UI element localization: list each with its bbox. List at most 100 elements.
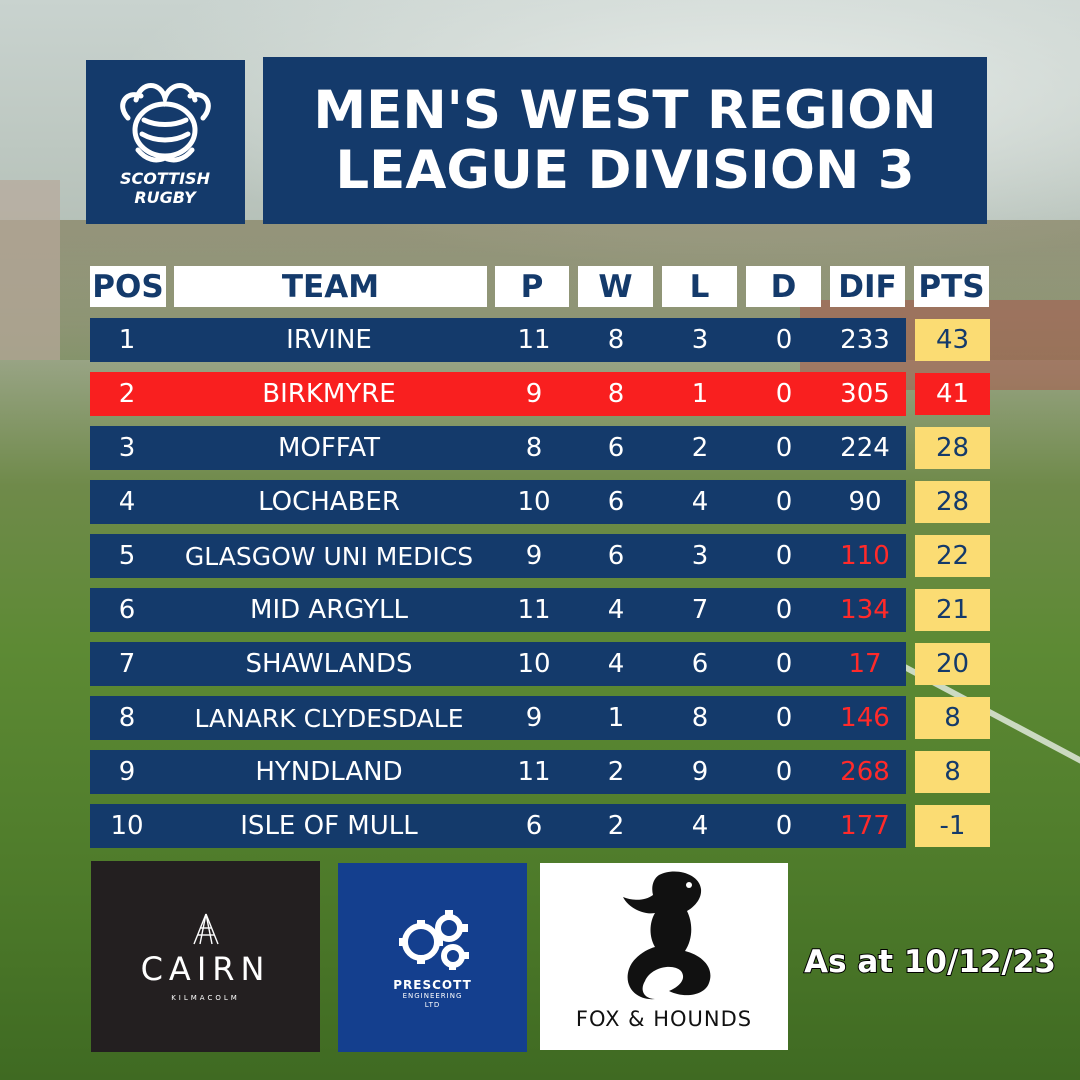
background-house — [0, 180, 60, 360]
sponsor-prescott-sub-2: LTD — [424, 1000, 441, 1009]
cell-team: MOFFAT — [277, 433, 381, 463]
sponsor-cairn: CAIRN KILMACOLM — [91, 861, 320, 1052]
table-row-highlighted: 2 BIRKMYRE 9 8 1 0 305 — [90, 372, 906, 416]
cell-dif: 233 — [840, 325, 890, 355]
cell-lost: 4 — [691, 811, 709, 841]
cell-dif: 177 — [840, 811, 890, 841]
cell-lost: 3 — [691, 541, 709, 571]
header-p: P — [495, 266, 569, 307]
sponsor-cairn-sub: KILMACOLM — [171, 993, 240, 1002]
cell-played: 9 — [525, 703, 543, 733]
sponsor-prescott-sub-1: ENGINEERING — [402, 991, 463, 1000]
header-pos: POS — [90, 266, 166, 307]
cell-won: 4 — [607, 649, 625, 679]
cell-lost: 6 — [691, 649, 709, 679]
cell-dif: 134 — [840, 595, 890, 625]
cell-lost: 1 — [691, 379, 709, 409]
cell-points: 21 — [915, 589, 990, 631]
sponsor-prescott: PRESCOTT ENGINEERING LTD — [338, 863, 527, 1052]
table-row: 1 IRVINE 11 8 3 0 233 — [90, 318, 906, 362]
header-team: TEAM — [174, 266, 487, 307]
cell-pos: 5 — [118, 541, 136, 571]
cell-played: 9 — [525, 379, 543, 409]
svg-text:SCOTTISH: SCOTTISH — [120, 169, 211, 188]
table-row: 9 HYNDLAND 11 2 9 0 268 — [90, 750, 906, 794]
cell-pos: 2 — [118, 379, 136, 409]
table-row: 6 MID ARGYLL 11 4 7 0 134 — [90, 588, 906, 632]
cell-dif: 224 — [840, 433, 890, 463]
header-pts: PTS — [914, 266, 989, 307]
cell-dif: 17 — [848, 649, 882, 679]
cell-drawn: 0 — [775, 379, 793, 409]
cell-drawn: 0 — [775, 703, 793, 733]
cell-dif: 146 — [840, 703, 890, 733]
cell-lost: 8 — [691, 703, 709, 733]
table-row: 10 ISLE OF MULL 6 2 4 0 177 — [90, 804, 906, 848]
cell-drawn: 0 — [775, 433, 793, 463]
cell-won: 2 — [607, 757, 625, 787]
cell-drawn: 0 — [775, 541, 793, 571]
cell-won: 2 — [607, 811, 625, 841]
cell-team: IRVINE — [286, 325, 372, 355]
cell-drawn: 0 — [775, 595, 793, 625]
cell-points: 20 — [915, 643, 990, 685]
table-row: 7 SHAWLANDS 10 4 6 0 17 — [90, 642, 906, 686]
cell-won: 8 — [607, 325, 625, 355]
cell-team: LOCHABER — [258, 487, 400, 517]
sponsor-prescott-name: PRESCOTT — [393, 977, 472, 992]
cell-points: 43 — [915, 319, 990, 361]
header-w: W — [578, 266, 653, 307]
cell-team: HYNDLAND — [255, 757, 403, 787]
cell-pos: 6 — [118, 595, 136, 625]
cell-played: 6 — [525, 811, 543, 841]
cell-team: ISLE OF MULL — [240, 811, 418, 841]
cell-won: 4 — [607, 595, 625, 625]
cell-lost: 2 — [691, 433, 709, 463]
cell-played: 10 — [517, 649, 551, 679]
cell-dif: 268 — [840, 757, 890, 787]
cell-won: 6 — [607, 541, 625, 571]
cell-drawn: 0 — [775, 325, 793, 355]
cell-team: SHAWLANDS — [245, 649, 413, 679]
cell-played: 11 — [517, 595, 551, 625]
cell-points: 28 — [915, 427, 990, 469]
cell-points: 8 — [915, 751, 990, 793]
cell-drawn: 0 — [775, 487, 793, 517]
cell-drawn: 0 — [775, 757, 793, 787]
header-d: D — [746, 266, 821, 307]
as-at-date: As at 10/12/23 — [803, 943, 1057, 981]
cell-won: 6 — [607, 433, 625, 463]
cell-pos: 10 — [110, 811, 144, 841]
table-row: 5 GLASGOW UNI MEDICS 9 6 3 0 110 — [90, 534, 906, 578]
cell-pos: 3 — [118, 433, 136, 463]
sponsor-cairn-name: CAIRN — [140, 949, 271, 988]
cell-won: 1 — [607, 703, 625, 733]
header-l: L — [662, 266, 737, 307]
scottish-rugby-logo: SCOTTISH RUGBY — [86, 60, 245, 224]
fox-dog-silhouette-icon — [623, 871, 711, 1000]
cell-lost: 3 — [691, 325, 709, 355]
title-line-1: MEN'S WEST REGION — [313, 79, 937, 141]
gears-icon — [398, 909, 469, 970]
sponsor-fox-and-hounds: FOX & HOUNDS — [540, 863, 788, 1050]
cell-pos: 9 — [118, 757, 136, 787]
cell-team: BIRKMYRE — [262, 379, 396, 409]
table-row: 3 MOFFAT 8 6 2 0 224 — [90, 426, 906, 470]
cell-team: MID ARGYLL — [250, 595, 408, 625]
cell-pos: 8 — [118, 703, 136, 733]
thistle-icon: SCOTTISH RUGBY — [120, 83, 211, 207]
cell-played: 11 — [517, 325, 551, 355]
cell-points: 28 — [915, 481, 990, 523]
cell-lost: 9 — [691, 757, 709, 787]
cell-drawn: 0 — [775, 811, 793, 841]
cell-dif: 305 — [840, 379, 890, 409]
cell-lost: 7 — [691, 595, 709, 625]
table-row: 8 LANARK CLYDESDALE 9 1 8 0 146 — [90, 696, 906, 740]
cell-team: LANARK CLYDESDALE — [194, 703, 464, 733]
cell-played: 10 — [517, 487, 551, 517]
cell-won: 8 — [607, 379, 625, 409]
cell-won: 6 — [607, 487, 625, 517]
cell-pos: 7 — [118, 649, 136, 679]
cell-played: 11 — [517, 757, 551, 787]
sponsor-fox-name: FOX & HOUNDS — [575, 1007, 753, 1031]
